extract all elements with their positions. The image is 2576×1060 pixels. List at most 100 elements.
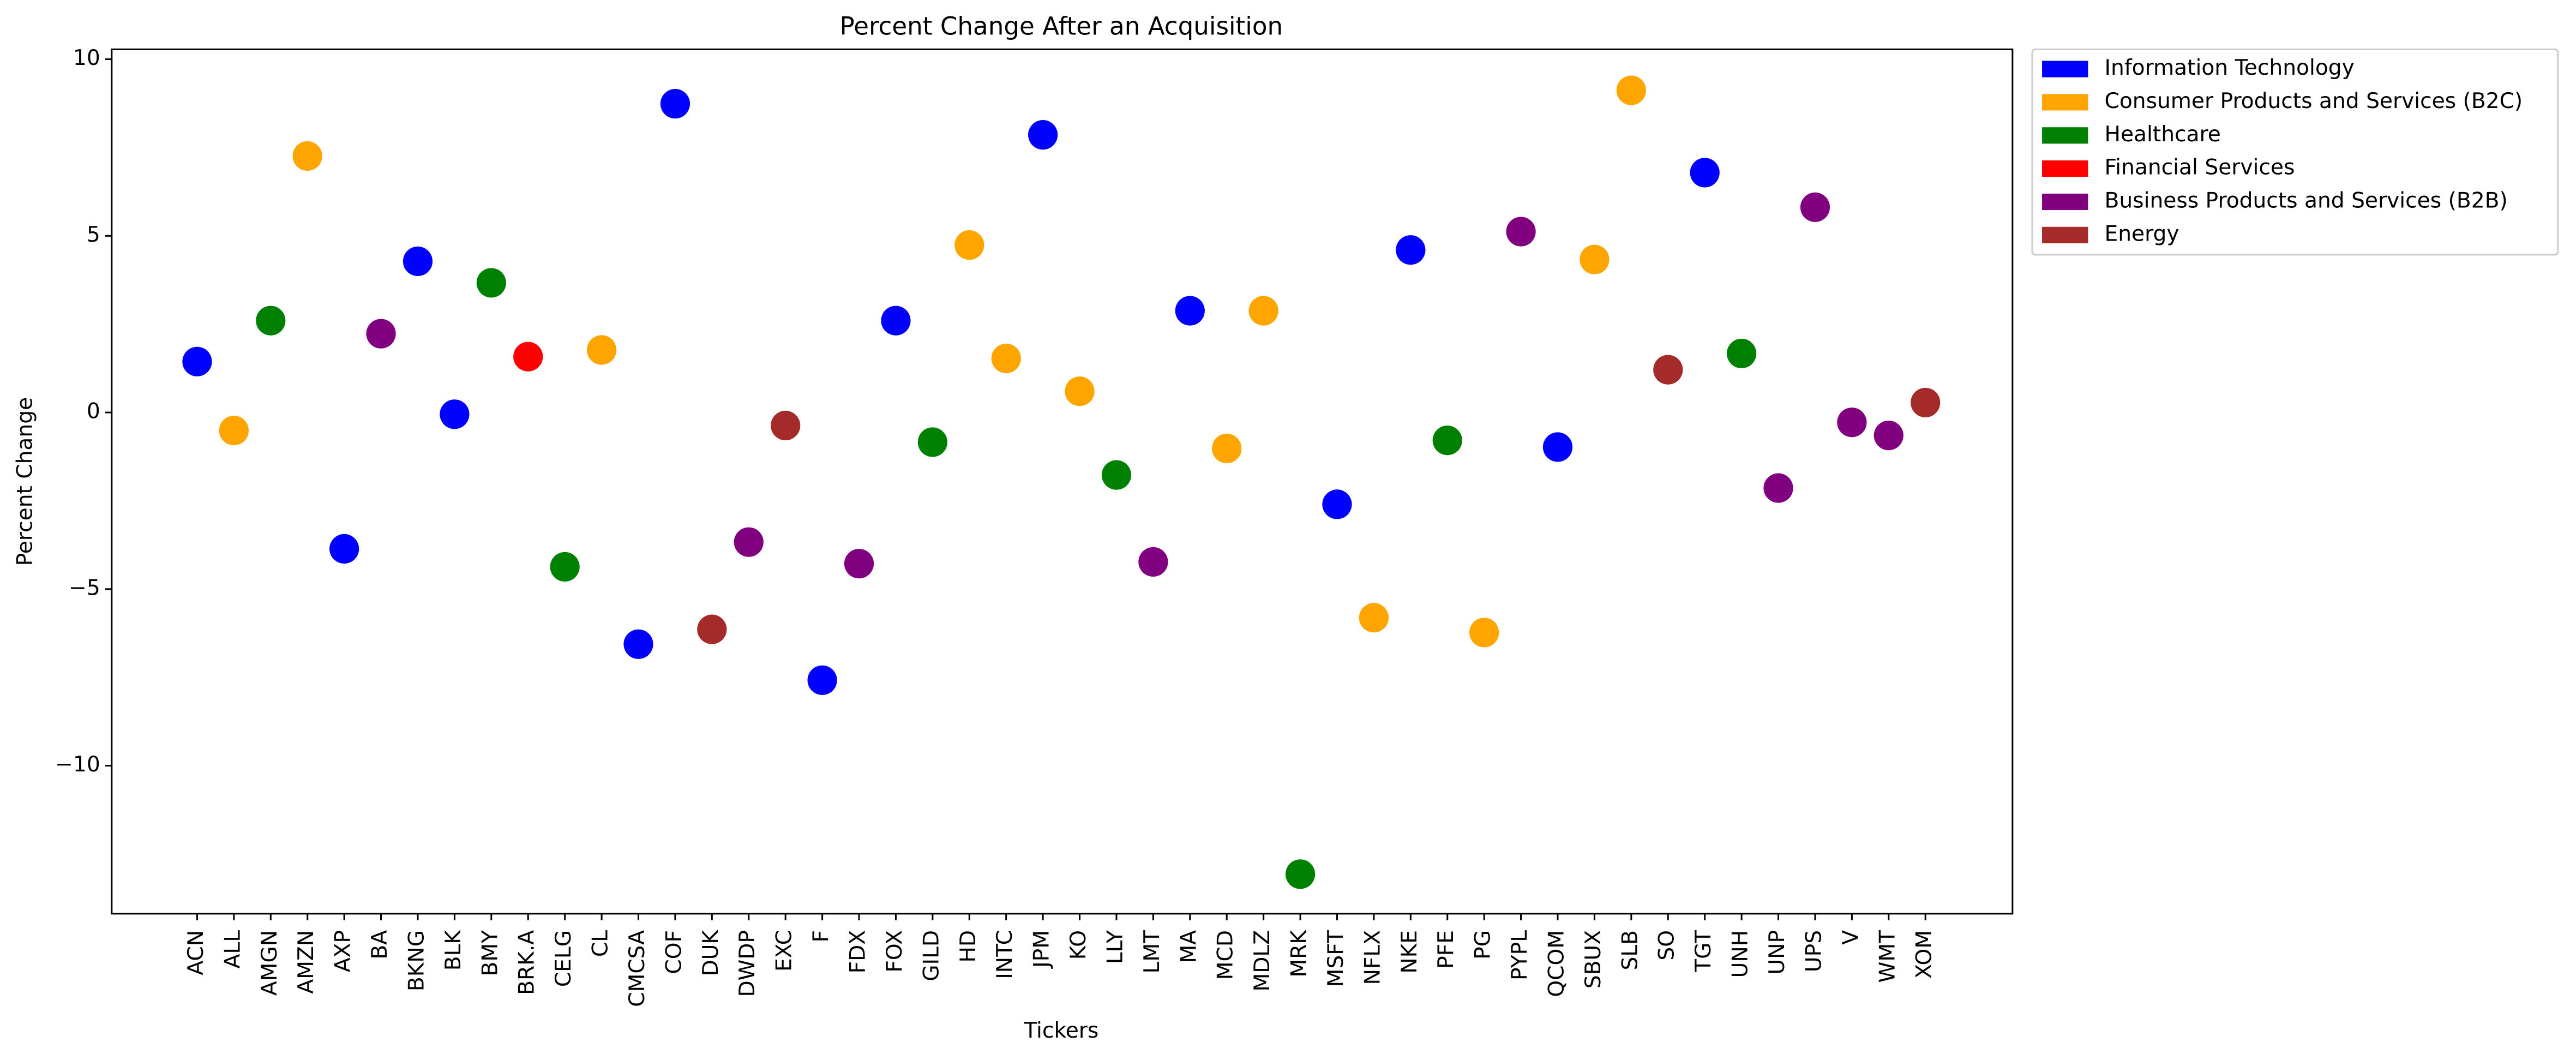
- x-tick-label: BLK: [441, 930, 466, 971]
- x-tick-label: NFLX: [1360, 930, 1385, 985]
- legend-label: Energy: [2105, 221, 2179, 246]
- x-tick-label: PG: [1471, 930, 1496, 960]
- point: [366, 319, 396, 349]
- x-tick-label: CELG: [551, 930, 576, 987]
- x-tick-label: UNP: [1765, 930, 1790, 975]
- point: [219, 415, 249, 446]
- point: [403, 246, 433, 277]
- x-tick-label: MSFT: [1324, 930, 1348, 987]
- x-tick-label: KO: [1066, 930, 1091, 960]
- point: [1800, 192, 1830, 222]
- point: [329, 534, 359, 564]
- legend-label: Financial Services: [2105, 155, 2295, 180]
- legend-swatch: [2042, 94, 2088, 111]
- x-tick-label: EXC: [772, 930, 797, 972]
- point: [1101, 460, 1132, 490]
- point: [1322, 489, 1352, 519]
- point: [771, 410, 801, 441]
- chart-title: Percent Change After an Acquisition: [840, 11, 1283, 40]
- x-axis-label: Tickers: [1023, 1019, 1098, 1043]
- x-tick-label: QCOM: [1545, 930, 1569, 997]
- point: [1911, 387, 1941, 418]
- x-tick-label: DWDP: [735, 930, 760, 997]
- point: [844, 549, 874, 579]
- x-tick-label: MCD: [1214, 930, 1238, 980]
- x-tick-label: BRK.A: [515, 930, 539, 995]
- x-tick-label: LMT: [1140, 930, 1164, 974]
- x-tick-label: CMCSA: [625, 930, 650, 1007]
- x-tick-label: AMGN: [257, 930, 282, 996]
- point: [1396, 235, 1426, 265]
- point: [1285, 859, 1316, 889]
- point: [697, 614, 727, 644]
- y-tick-label: −10: [55, 752, 100, 777]
- point: [1580, 244, 1610, 274]
- point: [660, 89, 690, 119]
- point: [1506, 217, 1536, 247]
- legend-box: [2031, 48, 2559, 256]
- x-tick-label: UNH: [1728, 930, 1753, 978]
- x-tick-label: AMZN: [294, 930, 319, 994]
- legend-swatch: [2042, 127, 2088, 144]
- legend-label: Consumer Products and Services (B2C): [2105, 89, 2523, 113]
- point: [256, 306, 286, 336]
- point: [1542, 432, 1573, 462]
- x-tick-label: MRK: [1287, 930, 1312, 978]
- x-tick-label: PFE: [1434, 930, 1458, 969]
- point: [1763, 473, 1793, 503]
- x-tick-label: V: [1839, 930, 1863, 945]
- plot-frame: [111, 48, 2014, 915]
- point: [917, 427, 947, 457]
- y-axis-label: Percent Change: [13, 397, 38, 566]
- point: [1248, 296, 1278, 326]
- point: [991, 343, 1021, 374]
- point: [807, 665, 837, 695]
- x-tick-label: BA: [368, 930, 392, 960]
- point: [1359, 603, 1389, 633]
- point: [440, 399, 470, 429]
- point: [1469, 618, 1499, 648]
- y-tick-label: −5: [69, 576, 100, 600]
- point: [1175, 296, 1205, 326]
- x-tick-label: WMT: [1875, 930, 1900, 983]
- point: [1432, 426, 1462, 456]
- x-tick-label: ALL: [220, 930, 245, 969]
- x-tick-label: SBUX: [1581, 930, 1606, 989]
- x-tick-label: UPS: [1802, 930, 1826, 972]
- point: [1616, 75, 1646, 105]
- point: [1212, 433, 1242, 464]
- point: [954, 230, 984, 260]
- legend-label: Business Products and Services (B2B): [2105, 188, 2508, 213]
- x-tick-label: BKNG: [404, 930, 429, 991]
- x-tick-label: MDLZ: [1250, 930, 1275, 992]
- x-tick-label: CL: [589, 930, 613, 957]
- point: [881, 306, 911, 336]
- point: [1726, 338, 1757, 369]
- y-tick-label: 5: [87, 223, 100, 247]
- x-tick-label: JPM: [1030, 930, 1054, 969]
- point: [1065, 376, 1095, 406]
- point: [1653, 355, 1683, 385]
- point: [550, 552, 580, 582]
- x-tick-label: FDX: [846, 930, 870, 973]
- point: [623, 629, 653, 659]
- legend-label: Information Technology: [2105, 56, 2355, 80]
- x-tick-label: FOX: [882, 930, 907, 973]
- x-tick-label: GILD: [919, 930, 944, 981]
- legend-swatch: [2042, 226, 2088, 243]
- point: [182, 346, 212, 376]
- x-tick-label: INTC: [993, 930, 1017, 979]
- legend-swatch: [2042, 193, 2088, 211]
- x-tick-label: PYPL: [1508, 930, 1532, 980]
- point: [476, 268, 506, 298]
- x-tick-label: AXP: [331, 930, 356, 972]
- x-tick-label: BMY: [478, 930, 502, 977]
- point: [1028, 120, 1058, 150]
- x-tick-label: DUK: [699, 930, 723, 977]
- point: [1837, 408, 1867, 438]
- legend-swatch: [2042, 61, 2088, 77]
- x-tick-label: ACN: [184, 930, 208, 975]
- x-tick-label: COF: [662, 930, 686, 974]
